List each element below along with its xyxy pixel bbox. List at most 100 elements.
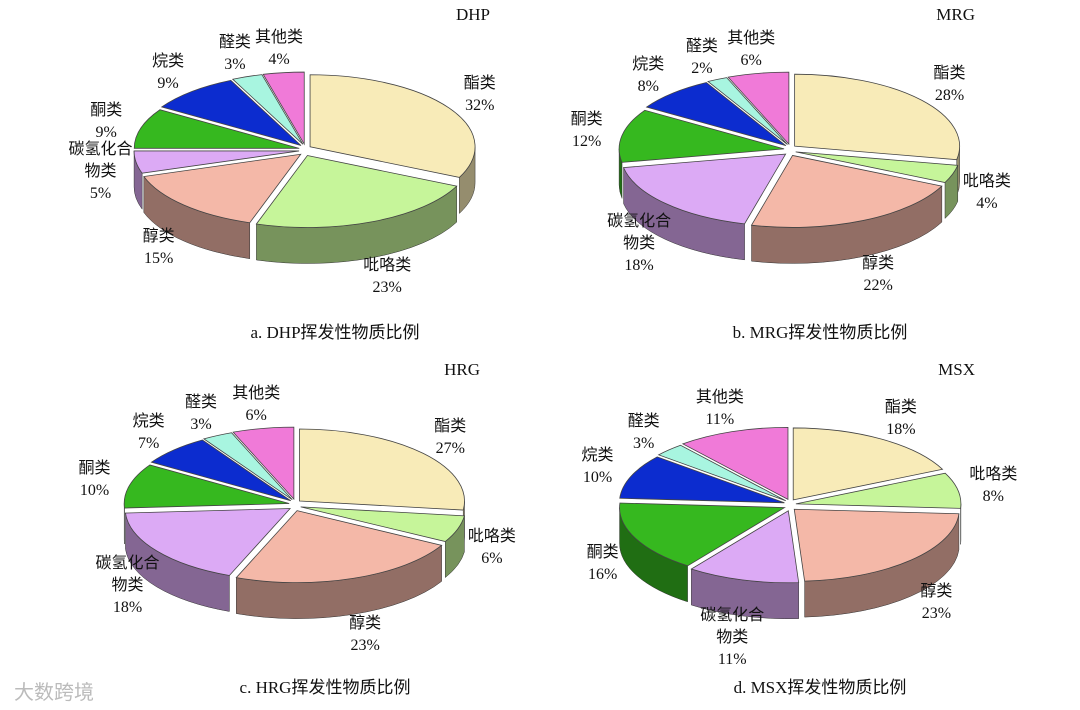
slice xyxy=(123,464,290,509)
slice-label: 酯类 32% xyxy=(445,73,515,117)
slice xyxy=(657,444,786,502)
slice xyxy=(619,502,786,567)
slice xyxy=(262,71,305,146)
category-label: 烷类 xyxy=(581,447,614,465)
slice-label: 吡咯类 6% xyxy=(457,526,527,570)
chart-title: MSX xyxy=(938,360,975,379)
value-label: 27% xyxy=(435,439,465,457)
slice-label: 酮类 12% xyxy=(552,109,622,153)
category-label: 其他类 xyxy=(727,29,776,47)
slice-label: 其他类 6% xyxy=(716,28,786,72)
value-label: 10% xyxy=(79,481,110,499)
value-label: 15% xyxy=(143,249,174,267)
chart-title: DHP xyxy=(455,5,490,24)
value-label: 9% xyxy=(95,123,117,141)
value-label: 6% xyxy=(481,549,503,567)
slice xyxy=(300,506,465,542)
slice xyxy=(299,428,465,511)
slice-label: 酮类 16% xyxy=(568,542,638,586)
category-label: 醇类 xyxy=(349,614,382,632)
category-label: 醇类 xyxy=(920,582,953,600)
slice xyxy=(619,456,785,504)
value-label: 18% xyxy=(112,599,143,617)
slice xyxy=(707,77,788,145)
watermark: 大数跨境 xyxy=(14,680,94,704)
chart-caption: a. DHP挥发性物质比例 xyxy=(250,323,420,342)
chart-caption: d. MSX挥发性物质比例 xyxy=(733,678,907,697)
value-label: 28% xyxy=(934,86,965,104)
value-label: 23% xyxy=(372,278,402,296)
slice-label: 碳氢化合物类 11% xyxy=(697,605,767,671)
slice-label: 吡咯类 4% xyxy=(952,171,1022,215)
value-label: 23% xyxy=(921,604,952,622)
category-label: 酮类 xyxy=(586,543,619,561)
slice xyxy=(795,472,962,509)
slice xyxy=(235,510,443,584)
category-label: 烷类 xyxy=(132,412,165,430)
slice xyxy=(133,109,300,149)
slice-label: 醇类 15% xyxy=(124,226,194,270)
value-label: 11% xyxy=(705,411,735,429)
slice-label: 酯类 18% xyxy=(866,397,936,441)
slice-label: 烷类 10% xyxy=(563,445,633,489)
slice-label: 醛类 3% xyxy=(200,32,270,76)
value-label: 23% xyxy=(350,636,380,654)
slice xyxy=(792,427,944,501)
slice xyxy=(202,432,293,500)
category-label: 酯类 xyxy=(884,398,917,416)
slice xyxy=(690,510,800,584)
value-label: 6% xyxy=(740,51,762,69)
slice-label: 吡咯类 23% xyxy=(352,255,422,299)
slice xyxy=(622,153,787,225)
slice xyxy=(727,71,790,146)
category-label: 其他类 xyxy=(255,28,304,46)
slice xyxy=(125,508,292,576)
value-label: 32% xyxy=(465,97,495,115)
category-label: 其他类 xyxy=(695,389,744,407)
slice xyxy=(681,426,789,501)
value-label: 5% xyxy=(89,184,112,202)
category-label: 烷类 xyxy=(152,53,185,71)
slice-label: 烷类 7% xyxy=(114,411,184,455)
slice xyxy=(143,153,302,224)
category-label: 酯类 xyxy=(933,64,966,82)
chart-title: MRG xyxy=(936,5,975,24)
slice-label: 其他类 4% xyxy=(244,27,314,71)
value-label: 11% xyxy=(717,650,747,668)
slice xyxy=(255,155,458,228)
value-label: 7% xyxy=(137,434,160,452)
category-label: 醛类 xyxy=(685,37,718,55)
slice-label: 其他类 6% xyxy=(221,383,291,427)
category-label: 其他类 xyxy=(232,384,281,402)
slice xyxy=(133,150,300,174)
slice-label: 醛类 3% xyxy=(609,411,679,455)
slice-label: 酯类 28% xyxy=(914,63,984,107)
value-label: 4% xyxy=(976,194,998,212)
slice-label: 醇类 23% xyxy=(901,581,971,625)
slice xyxy=(795,151,959,183)
slice-label: 醇类 23% xyxy=(330,613,400,657)
value-label: 12% xyxy=(571,132,602,150)
category-label: 醇类 xyxy=(862,254,895,272)
category-label: 酯类 xyxy=(434,417,467,435)
slice xyxy=(618,109,785,163)
category-label: 碳氢化合物类 xyxy=(95,555,160,595)
value-label: 18% xyxy=(624,257,654,275)
slice xyxy=(645,82,787,147)
value-label: 4% xyxy=(268,50,290,68)
slice-label: 碳氢化合物类 18% xyxy=(93,553,163,619)
value-label: 18% xyxy=(886,420,916,438)
slice xyxy=(231,74,304,145)
slice-label: 醇类 22% xyxy=(843,253,913,297)
chart-caption: b. MRG挥发性物质比例 xyxy=(732,323,908,342)
value-label: 3% xyxy=(632,434,655,452)
slice-label: 其他类 11% xyxy=(685,387,755,431)
slice-label: 碳氢化合物类 5% xyxy=(66,139,136,205)
value-label: 10% xyxy=(582,469,613,487)
value-label: 3% xyxy=(224,56,246,74)
chart-caption: c. HRG挥发性物质比例 xyxy=(239,678,411,697)
category-label: 碳氢化合物类 xyxy=(607,213,672,253)
slice xyxy=(793,508,960,582)
